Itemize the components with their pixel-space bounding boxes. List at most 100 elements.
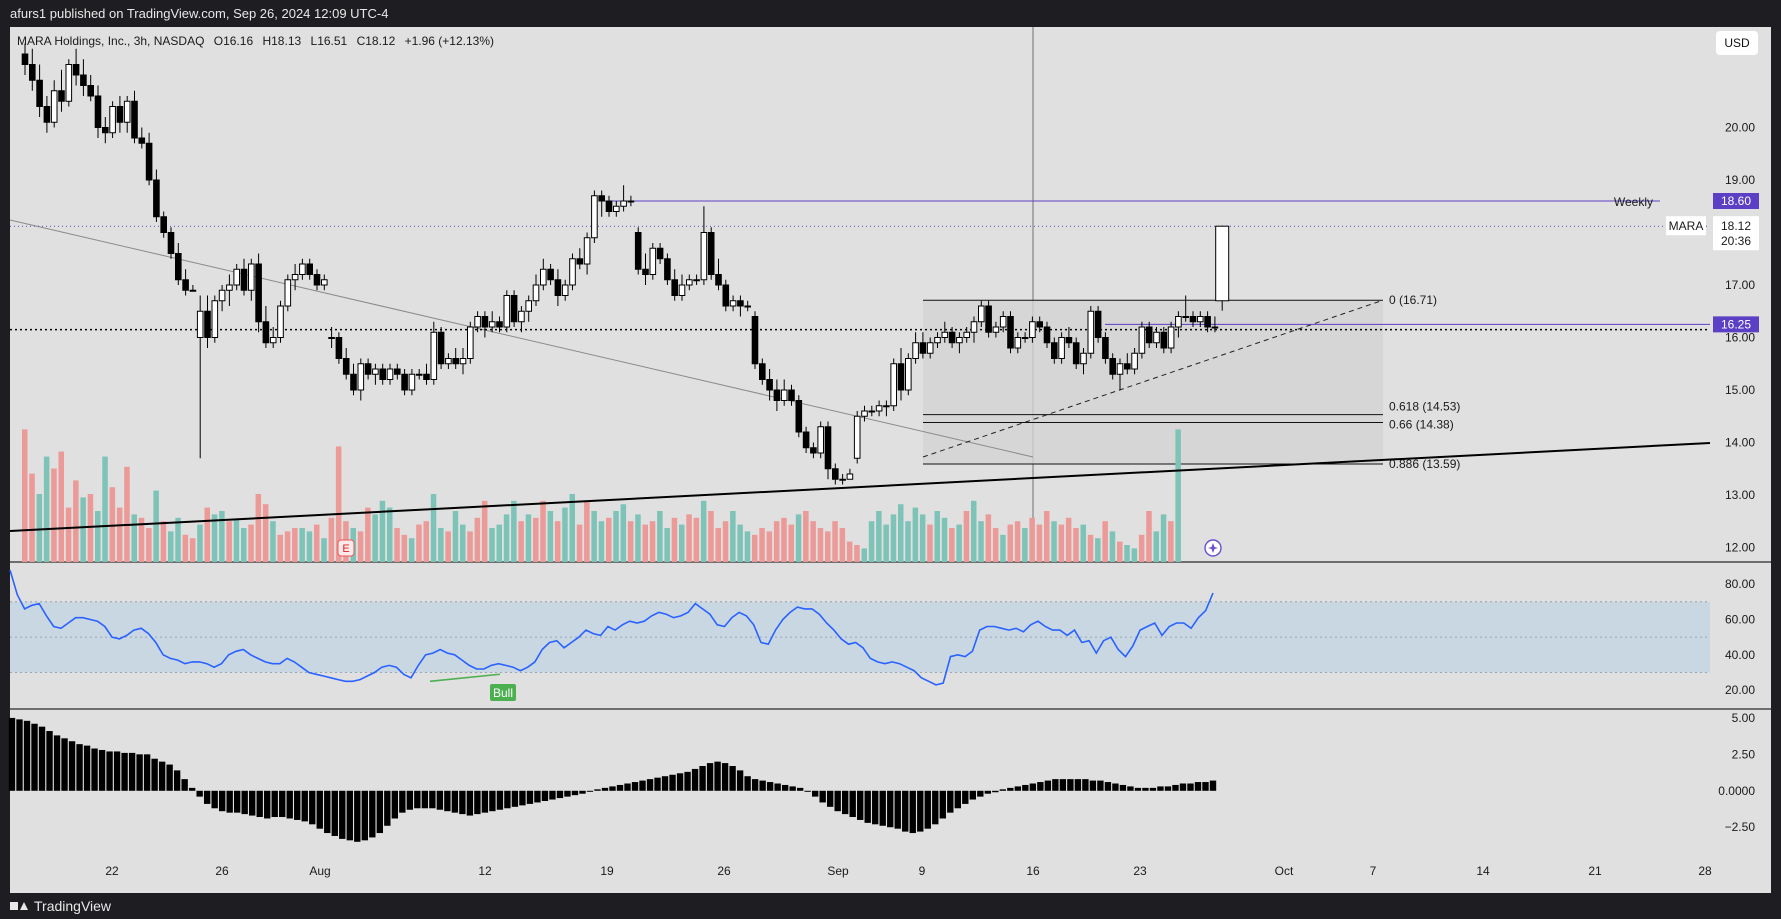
candle xyxy=(664,253,671,285)
histogram-bar xyxy=(61,738,68,791)
histogram-bar xyxy=(46,731,53,791)
time-axis-tick: 7 xyxy=(1370,864,1377,878)
candle xyxy=(467,321,474,364)
histogram-bar xyxy=(1164,786,1172,791)
volume-bar xyxy=(277,534,283,562)
chart-frame[interactable] xyxy=(10,27,1771,893)
candle xyxy=(992,321,1000,338)
candle xyxy=(1080,348,1087,375)
candle-body xyxy=(627,200,635,203)
histogram-bar xyxy=(842,790,849,815)
volume-bar xyxy=(1087,534,1094,562)
candle-body xyxy=(423,373,430,380)
histogram-bar xyxy=(38,726,46,791)
volume-bar xyxy=(883,524,889,562)
candle-body xyxy=(401,373,408,391)
volume-bar xyxy=(985,514,992,562)
volume-bar xyxy=(73,480,79,562)
histogram-bar xyxy=(451,790,459,813)
histogram-bar xyxy=(887,790,894,828)
candle-body xyxy=(1131,352,1138,370)
histogram-bar xyxy=(1059,779,1067,791)
volume-bar xyxy=(1160,514,1167,562)
candle xyxy=(1175,311,1182,338)
volume-bar xyxy=(1131,548,1138,562)
histogram-bar xyxy=(511,790,519,807)
candle-body xyxy=(394,368,401,375)
volume-bar xyxy=(65,507,72,562)
histogram-bar xyxy=(421,790,429,809)
histogram-bar xyxy=(924,790,931,829)
histogram-bar xyxy=(406,790,414,810)
candle-body xyxy=(328,337,335,339)
candle-body xyxy=(102,127,109,134)
histogram-bar xyxy=(151,758,158,791)
histogram-bar xyxy=(496,790,504,810)
candle-body xyxy=(65,64,73,102)
bull-divergence-line xyxy=(429,673,501,683)
volume-bar xyxy=(1109,531,1116,562)
candle-body xyxy=(722,284,730,307)
candle-body xyxy=(437,331,445,365)
candle-body xyxy=(1160,331,1168,349)
histogram-bar xyxy=(436,790,444,810)
volume-bar xyxy=(438,528,444,562)
histogram-bar xyxy=(23,720,31,791)
candle-body xyxy=(233,268,240,286)
time-axis-tick: 9 xyxy=(919,864,926,878)
time-axis-tick: 14 xyxy=(1476,864,1490,878)
volume-bar xyxy=(87,494,94,562)
histogram-bar xyxy=(774,783,781,791)
candle xyxy=(262,306,270,348)
histogram-bar xyxy=(834,790,841,812)
candle-body xyxy=(50,90,58,123)
candle-body xyxy=(459,358,467,365)
volume-bar xyxy=(357,531,364,562)
volume-bar xyxy=(890,514,897,562)
histogram-bar xyxy=(429,790,436,809)
histogram-bar xyxy=(76,744,83,791)
candle-body xyxy=(956,337,963,344)
candle-body xyxy=(817,426,825,454)
candle xyxy=(1087,306,1095,359)
histogram-bar xyxy=(609,786,616,791)
candle-body xyxy=(43,106,51,123)
histogram-bar xyxy=(83,745,91,791)
candle-body xyxy=(58,90,65,102)
price-axis-tick: 20.00 xyxy=(1725,121,1755,135)
volume-bar xyxy=(394,528,400,562)
histogram-bar xyxy=(676,773,684,791)
volume-bar xyxy=(781,517,787,562)
histogram-bar xyxy=(1179,783,1187,791)
candle xyxy=(912,332,919,364)
candle xyxy=(1051,337,1058,364)
candle xyxy=(452,348,459,369)
candle-body xyxy=(992,326,1000,333)
candle xyxy=(846,468,854,480)
histogram-bar xyxy=(556,790,564,799)
volume-bar xyxy=(927,524,933,562)
candle-body xyxy=(634,232,642,270)
candle xyxy=(240,258,248,296)
candle xyxy=(1029,316,1036,343)
volume-bar xyxy=(29,473,35,562)
candle-body xyxy=(883,405,890,408)
candle-body xyxy=(204,310,211,338)
volume-bar xyxy=(321,538,327,562)
volume-bar xyxy=(664,528,670,562)
bar-countdown: 20:36 xyxy=(1721,234,1751,248)
candle-body xyxy=(1029,321,1036,338)
candle-body xyxy=(430,331,438,380)
candle xyxy=(372,363,379,385)
candle-body xyxy=(795,400,803,433)
currency-button[interactable]: USD xyxy=(1716,31,1758,55)
candle-body xyxy=(36,79,43,107)
candle-body xyxy=(853,415,861,459)
volume-bar xyxy=(1175,429,1181,562)
histogram-bar xyxy=(669,774,676,791)
candle-body xyxy=(379,368,386,380)
histogram-bar xyxy=(376,790,383,834)
candle xyxy=(160,211,167,238)
tradingview-logo[interactable]: TradingView xyxy=(10,893,111,919)
